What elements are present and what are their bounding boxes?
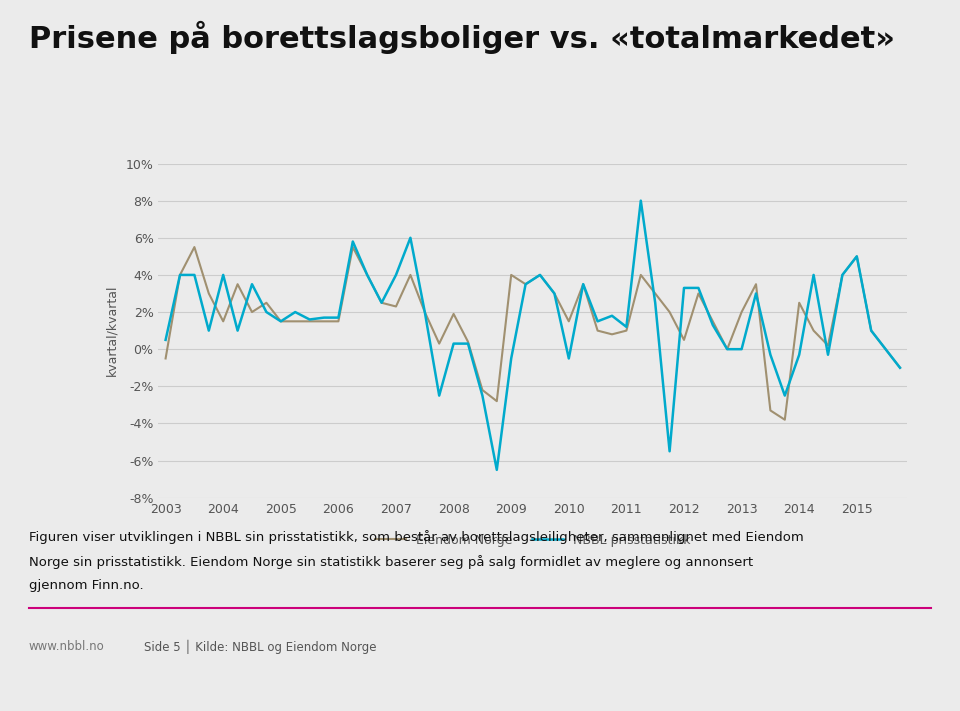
- Text: gjennom Finn.no.: gjennom Finn.no.: [29, 579, 143, 592]
- Text: Figuren viser utviklingen i NBBL sin prisstatistikk, som består av borettslagsle: Figuren viser utviklingen i NBBL sin pri…: [29, 530, 804, 544]
- Text: www.nbbl.no: www.nbbl.no: [29, 640, 105, 653]
- Text: Norge sin prisstatistikk. Eiendom Norge sin statistikk baserer seg på salg formi: Norge sin prisstatistikk. Eiendom Norge …: [29, 555, 753, 569]
- Legend: Eiendom Norge, NBBL prisstatistikk: Eiendom Norge, NBBL prisstatistikk: [371, 528, 695, 552]
- Text: Prisene på borettslagsboliger vs. «totalmarkedet»: Prisene på borettslagsboliger vs. «total…: [29, 21, 895, 55]
- Text: Side 5 │ Kilde: NBBL og Eiendom Norge: Side 5 │ Kilde: NBBL og Eiendom Norge: [144, 640, 376, 654]
- Y-axis label: kvartal/kvartal: kvartal/kvartal: [106, 285, 119, 376]
